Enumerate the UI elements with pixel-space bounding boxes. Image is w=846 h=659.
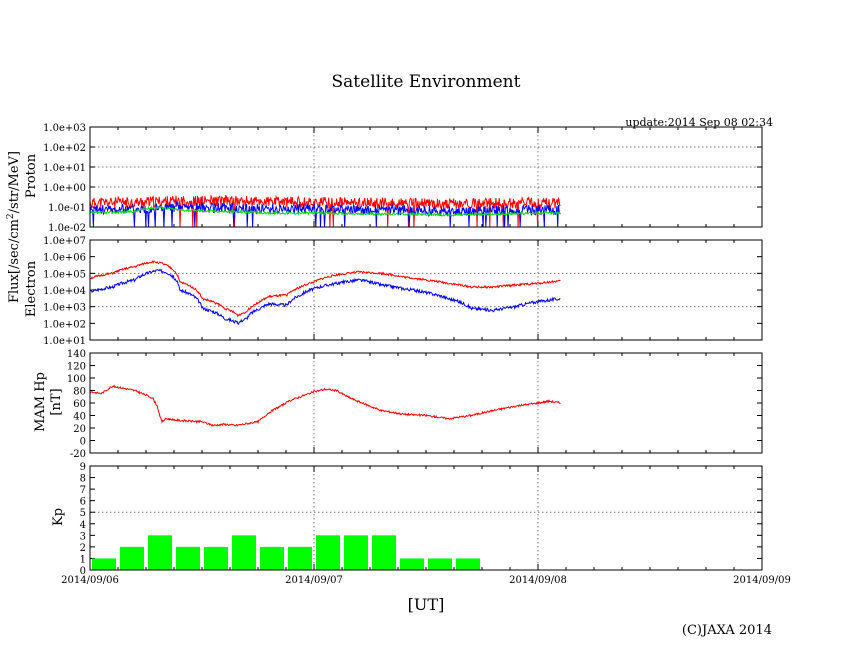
- hp-frame: [89, 352, 763, 454]
- kp-ytick-label: 9: [80, 462, 86, 473]
- proton-ytick-label: 1.0e+00: [43, 183, 86, 194]
- kp-bar: [456, 558, 480, 570]
- kp-ytick-label: 6: [80, 497, 86, 508]
- kp-bar: [428, 558, 452, 570]
- kp-bar: [260, 546, 284, 570]
- proton-frame: [89, 126, 763, 228]
- electron-ytick-label: 1.0e+01: [43, 336, 86, 347]
- hp-ytick-label: 80: [73, 387, 86, 398]
- electron-ytick-label: 1.0e+02: [43, 319, 86, 330]
- kp-bar: [120, 546, 144, 570]
- kp-bar: [288, 546, 312, 570]
- flux-axis-label: Flux[/sec/cm2/str/MeV]: [6, 151, 22, 303]
- electron-ytick-label: 1.0e+04: [43, 286, 86, 297]
- hp-ytick-label: -20: [70, 449, 86, 460]
- proton-ytick-label: 1.0e+03: [43, 123, 86, 134]
- hp-ytick-label: 100: [67, 374, 86, 385]
- kp-bar: [204, 546, 228, 570]
- proton-ytick-label: 1.0e+01: [43, 163, 86, 174]
- kp-ytick-label: 4: [80, 520, 86, 531]
- kp-ytick-label: 2: [80, 543, 86, 554]
- electron-ytick-label: 1.0e+07: [43, 236, 86, 247]
- kp-bar: [316, 535, 340, 570]
- electron-ytick-label: 1.0e+03: [43, 303, 86, 314]
- proton-panel-label: Proton: [24, 153, 39, 198]
- proton-ytick-label: 1.0e+02: [43, 143, 86, 154]
- electron-high-series-line: [89, 260, 561, 318]
- proton-ytick-label: 1.0e-01: [48, 203, 86, 214]
- hp-ytick-label: 0: [80, 437, 86, 448]
- electron-low-series-line: [89, 268, 561, 325]
- kp-bar: [372, 535, 396, 570]
- kp-ytick-label: 1: [80, 554, 86, 565]
- x-tick-label: 2014/09/06: [61, 575, 119, 586]
- hp-ytick-label: 40: [73, 412, 86, 423]
- kp-ytick-label: 8: [80, 474, 86, 485]
- kp-panel-label: Kp: [51, 508, 66, 526]
- hp-ytick-label: 120: [67, 362, 86, 373]
- hp-ytick-label: 140: [67, 349, 86, 360]
- electron-ytick-label: 1.0e+06: [43, 253, 86, 264]
- update-timestamp: update:2014 Sep 08 02:34: [625, 116, 773, 129]
- kp-ytick-label: 5: [80, 508, 86, 519]
- plot-layer: 1.0e-02 1.0e-01 1.0e+00 1.0e+01 1.0e+02 1.0e+…: [43, 123, 791, 586]
- hp-series-line: [89, 384, 561, 427]
- flux-axis-label-rest: /str/MeV]: [7, 151, 22, 213]
- electron-panel-label: Electron: [24, 260, 39, 317]
- kp-bar: [92, 558, 116, 570]
- kp-ytick-label: 0: [80, 566, 86, 577]
- proton-ytick-label: 1.0e-02: [48, 223, 86, 234]
- chart-title: Satellite Environment: [332, 72, 521, 92]
- x-axis-label: [UT]: [408, 595, 445, 614]
- proton-low-series-line: [89, 205, 561, 218]
- kp-bar: [232, 535, 256, 570]
- kp-bar: [400, 558, 424, 570]
- kp-ytick-label: 7: [80, 485, 86, 496]
- kp-frame: [89, 465, 763, 571]
- x-tick-label: 2014/09/09: [733, 575, 791, 586]
- copyright: (C)JAXA 2014: [682, 623, 772, 638]
- hp-panel-label: MAM Hp: [33, 372, 48, 432]
- electron-frame: [89, 239, 763, 341]
- hp-panel-unit: [nT]: [49, 388, 64, 415]
- electron-ytick-label: 1.0e+05: [43, 269, 86, 280]
- flux-axis-label-unit: Flux[/sec/cm: [7, 219, 22, 303]
- kp-bar: [148, 535, 172, 570]
- kp-bar: [176, 546, 200, 570]
- kp-bar: [344, 535, 368, 570]
- flux-axis-label-exponent: 2: [6, 213, 16, 219]
- x-tick-label: 2014/09/08: [509, 575, 567, 586]
- hp-ytick-label: 20: [73, 424, 86, 435]
- x-tick-label: 2014/09/07: [285, 575, 343, 586]
- hp-ytick-label: 60: [73, 399, 86, 410]
- kp-ytick-label: 3: [80, 531, 86, 542]
